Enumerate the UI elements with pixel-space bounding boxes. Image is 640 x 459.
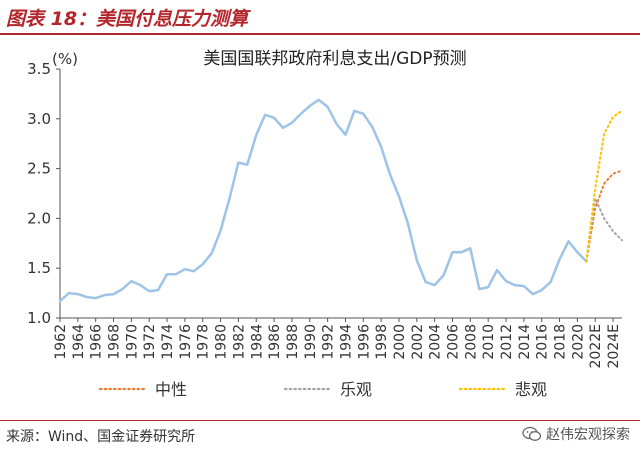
x-tick-label: 1972 bbox=[142, 324, 158, 360]
y-tick-label: 3.5 bbox=[27, 60, 51, 78]
x-tick-label: 2004 bbox=[428, 324, 444, 360]
x-tick-label: 1978 bbox=[196, 324, 212, 360]
x-tick-label: 2010 bbox=[481, 324, 497, 360]
footer-divider bbox=[0, 420, 640, 421]
x-tick-label: 1968 bbox=[107, 324, 123, 360]
x-tick-label: 1970 bbox=[124, 324, 140, 360]
y-axis-ticks: 1.0 1.5 2.0 2.5 3.0 3.5 bbox=[27, 60, 60, 327]
source-note: 来源：Wind、国金证券研究所 bbox=[6, 429, 196, 445]
x-tick-label: 2014 bbox=[517, 324, 533, 360]
x-tick-label: 2006 bbox=[446, 324, 462, 360]
y-tick-label: 3.0 bbox=[27, 110, 51, 128]
x-tick-label: 1962 bbox=[53, 324, 69, 360]
legend: 中性 乐观 悲观 bbox=[98, 380, 547, 399]
x-tick-label: 2012 bbox=[499, 324, 515, 360]
legend-item: 悲观 bbox=[458, 380, 547, 399]
x-tick-label: 1988 bbox=[285, 324, 301, 360]
x-tick-label: 2016 bbox=[535, 324, 551, 360]
x-tick-label: 2018 bbox=[553, 324, 569, 360]
watermark-text: 赵伟宏观探索 bbox=[546, 427, 630, 443]
x-tick-label: 2000 bbox=[392, 324, 408, 360]
legend-label: 中性 bbox=[155, 380, 187, 399]
series-line-history bbox=[58, 98, 588, 303]
x-tick-label: 1974 bbox=[160, 324, 176, 360]
series-line-乐观 bbox=[585, 197, 623, 263]
y-tick-label: 2.5 bbox=[27, 160, 51, 178]
chart-axes bbox=[59, 69, 622, 319]
x-tick-label: 1964 bbox=[71, 324, 87, 360]
x-tick-label: 1986 bbox=[267, 324, 283, 360]
figure-title: 图表 18：美国付息压力测算 bbox=[6, 8, 249, 30]
figure-header: 图表 18：美国付息压力测算 bbox=[0, 0, 640, 35]
legend-label: 悲观 bbox=[515, 380, 547, 399]
legend-item: 中性 bbox=[98, 380, 187, 399]
x-tick-label: 1998 bbox=[374, 324, 390, 360]
y-tick-label: 2.0 bbox=[27, 209, 51, 227]
x-tick-label: 2022E bbox=[588, 324, 604, 368]
y-axis-unit-label: (%) bbox=[52, 50, 78, 68]
interest-gdp-line-chart: 美国国联邦政府利息支出/GDP预测 (%) 1.0 1.5 2.0 2.5 3.0 3.5… bbox=[27, 49, 623, 399]
x-tick-label: 1992 bbox=[321, 324, 337, 360]
legend-item: 乐观 bbox=[283, 380, 372, 399]
x-tick-label: 2008 bbox=[463, 324, 479, 360]
x-tick-label: 1982 bbox=[231, 324, 247, 360]
x-tick-label: 1994 bbox=[338, 324, 354, 360]
x-tick-label: 2002 bbox=[410, 324, 426, 360]
watermark: 赵伟宏观探索 bbox=[522, 424, 630, 444]
header-divider bbox=[0, 33, 640, 35]
x-tick-label: 1984 bbox=[249, 324, 265, 360]
x-tick-label: 1980 bbox=[214, 324, 230, 360]
figure-footer: 来源：Wind、国金证券研究所 赵伟宏观探索 bbox=[0, 420, 640, 459]
x-tick-label: 1976 bbox=[178, 324, 194, 360]
series-line-悲观 bbox=[585, 109, 623, 263]
x-tick-label: 2024E bbox=[606, 324, 622, 368]
wechat-icon bbox=[522, 426, 542, 441]
x-tick-label: 2020 bbox=[570, 324, 586, 360]
x-tick-label: 1996 bbox=[356, 324, 372, 360]
legend-label: 乐观 bbox=[340, 380, 372, 399]
y-tick-label: 1.5 bbox=[27, 259, 51, 277]
series-layer bbox=[58, 98, 623, 303]
x-tick-label: 1990 bbox=[303, 324, 319, 360]
chart-title: 美国国联邦政府利息支出/GDP预测 bbox=[203, 49, 466, 69]
series-line-中性 bbox=[585, 169, 623, 263]
x-tick-label: 1966 bbox=[89, 324, 105, 360]
y-tick-label: 1.0 bbox=[27, 309, 51, 327]
x-axis-ticks: 1962 1964 1966 1968 1970 1972 1974 1976 1978 1980… bbox=[53, 318, 622, 368]
